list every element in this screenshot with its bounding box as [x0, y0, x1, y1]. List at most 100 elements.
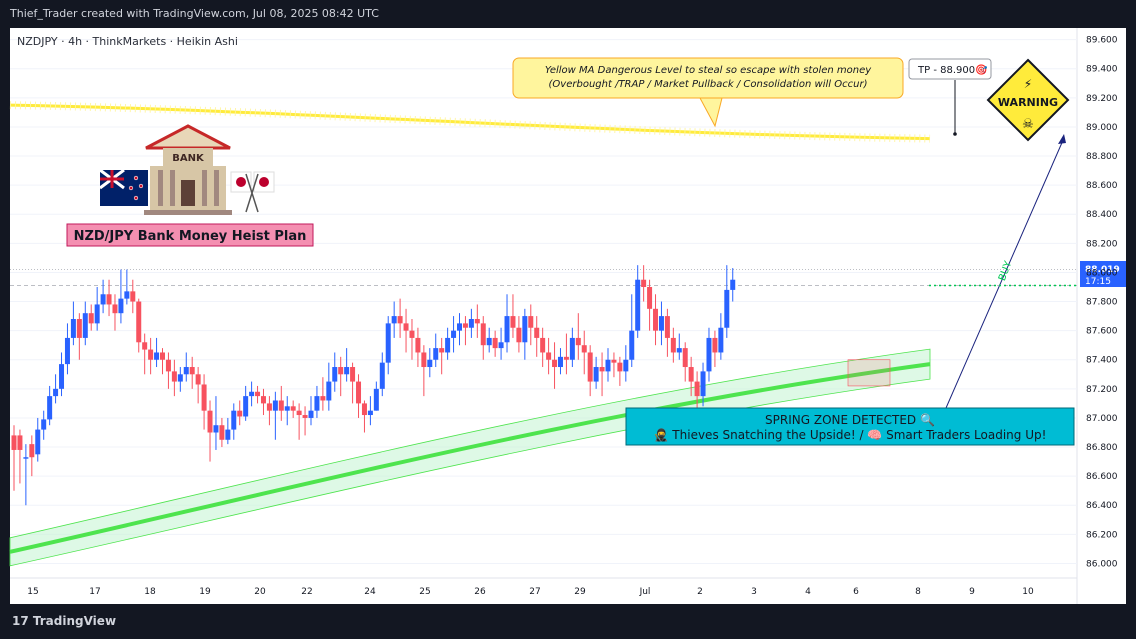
candle-body [486, 337, 492, 346]
candle-body [290, 406, 296, 411]
candle-body [528, 316, 534, 328]
candle-body [308, 410, 314, 418]
candle-body [421, 352, 427, 368]
candle-body [575, 337, 581, 346]
time-tick-label: Jul [639, 587, 651, 597]
plan-label-box [66, 223, 314, 247]
time-tick-label: 22 [301, 587, 312, 597]
chart-area[interactable]: Yellow MA Dangerous Level to steal so es… [0, 0, 1136, 604]
plan-label-text: NZD/JPY Bank Money Heist Plan [74, 229, 307, 244]
candle-body [451, 330, 457, 338]
candle-body [278, 400, 284, 411]
footer-bar: 𝟭𝟳 TradingView [0, 604, 1136, 639]
price-tick-label: 87.600 [1086, 327, 1118, 337]
candle-body [439, 348, 445, 353]
candle-body [231, 410, 237, 430]
time-tick-label: 27 [529, 587, 540, 597]
price-tick-label: 87.000 [1086, 414, 1118, 424]
candle-body [409, 330, 415, 338]
candle-body [314, 396, 320, 411]
candle-body [629, 330, 635, 360]
price-tick-label: 89.000 [1086, 123, 1118, 133]
bank-pillar [202, 170, 207, 206]
plot-background [10, 28, 1077, 578]
candle-body [17, 435, 23, 450]
candle-body [635, 279, 641, 331]
candle-body [670, 337, 676, 353]
candle-body [124, 291, 130, 299]
candle-body [480, 323, 486, 346]
time-axis[interactable]: 15 17 18 19 20 22 24 25 26 27 29 Jul 2 3 4 6 8 9 10 [27, 587, 1034, 597]
candle-body [647, 286, 653, 309]
candle-body [653, 308, 659, 331]
candle-body [189, 367, 195, 375]
last-price-tag [1080, 261, 1126, 287]
yellow-ma-ticks [9, 101, 931, 143]
candle-body [130, 291, 136, 302]
candle-body [237, 410, 243, 417]
candle-body [320, 396, 326, 401]
candle-body [171, 371, 177, 382]
tp-label-box [908, 58, 992, 80]
bank-pillar [214, 170, 219, 206]
candle-body [350, 367, 356, 382]
bank-door [181, 180, 195, 206]
candle-body [658, 316, 664, 331]
candle-body [356, 381, 362, 404]
chart-header-title: Thief_Trader created with TradingView.co… [10, 7, 379, 20]
price-tick-label: 88.000 [1086, 268, 1118, 278]
spring-highlight [847, 359, 891, 387]
jp-flag-right-disc [259, 177, 269, 187]
candle-body [201, 384, 207, 411]
candle-body [724, 289, 730, 328]
candle-body [605, 359, 611, 372]
tradingview-logo[interactable]: 𝟭𝟳 TradingView [12, 614, 116, 628]
jp-flag-left-disc [236, 177, 246, 187]
annotation-layer: Yellow MA Dangerous Level to steal so es… [66, 57, 1126, 446]
price-tick-label: 86.600 [1086, 472, 1118, 482]
time-tick-label: 19 [199, 587, 211, 597]
candle-body [136, 301, 142, 343]
time-tick-label: 29 [574, 587, 586, 597]
candle-body [41, 419, 47, 430]
candle-body [243, 396, 249, 417]
candle-body [367, 410, 373, 416]
time-tick-label: 25 [419, 587, 430, 597]
candle-body [160, 352, 165, 360]
candle-body [403, 323, 409, 331]
jp-flags-icon [230, 171, 275, 213]
candle-body [516, 327, 522, 343]
time-tick-label: 2 [697, 587, 703, 597]
candle-body [142, 342, 148, 350]
price-tick-label: 88.600 [1086, 181, 1118, 191]
price-tick-label: 87.200 [1086, 385, 1118, 395]
time-tick-label: 6 [853, 587, 859, 597]
warning-skull-icon: ☠ [1022, 117, 1034, 132]
candle-body [474, 319, 480, 324]
candle-body [688, 367, 694, 382]
green-moving-average [9, 362, 931, 554]
price-axis[interactable]: 89.600 89.400 89.200 89.000 88.800 88.600 88.4… [1086, 36, 1118, 570]
candle-body [593, 367, 599, 382]
time-tick-label: 26 [474, 587, 486, 597]
nz-flag-star [133, 175, 139, 181]
candle-body [70, 319, 76, 338]
candle-body [59, 364, 65, 389]
candle-body [100, 294, 106, 305]
candle-body [433, 348, 439, 360]
candle-body [581, 345, 587, 353]
candle-body [730, 279, 736, 290]
candle-body [522, 316, 528, 343]
candle-body [23, 457, 29, 459]
candle-body [207, 410, 213, 433]
nz-flag-cross [100, 170, 124, 188]
candle-body [587, 352, 593, 382]
nz-flag-star [128, 185, 134, 191]
ma-annotation-text: Yellow MA Dangerous Level to steal so es… [545, 65, 872, 76]
candle-body [617, 362, 623, 372]
time-tick-label: 24 [364, 587, 376, 597]
candle-body [284, 406, 290, 411]
candle-body [148, 349, 154, 360]
candle-body [76, 319, 82, 338]
tp-label-text: TP - 88.900🎯 [917, 64, 988, 76]
